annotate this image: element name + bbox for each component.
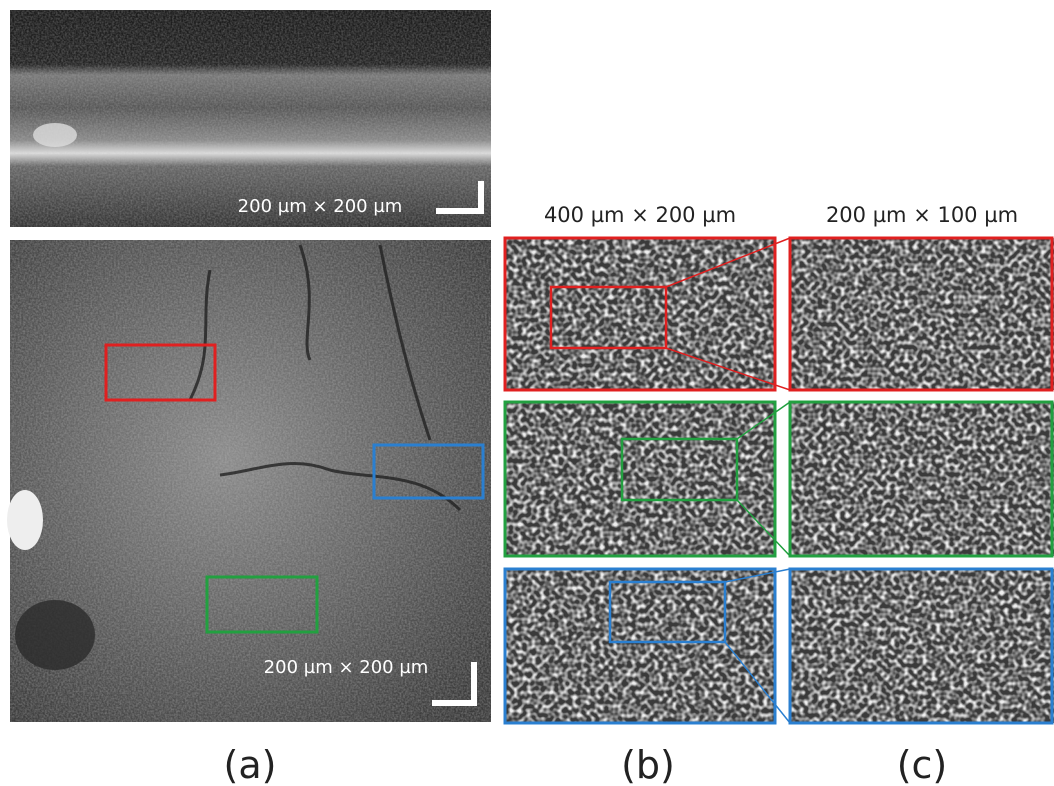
scale-label: 200 µm × 200 µm — [238, 196, 403, 217]
dark-region — [15, 600, 95, 670]
oct-image: 200 µm × 200 µm — [10, 10, 491, 227]
oct-feature — [33, 123, 77, 147]
panel-label: (a) — [224, 743, 277, 786]
panel-label: (c) — [897, 743, 948, 786]
zoom-tiles — [505, 238, 1054, 723]
tile-texture — [790, 238, 1054, 390]
scale-label: 200 µm × 200 µm — [264, 657, 429, 678]
panel-c-header: 200 µm × 100 µm — [826, 203, 1018, 227]
panel-label: (b) — [621, 743, 675, 786]
tile-texture — [790, 402, 1054, 556]
panel-b-header: 400 µm × 200 µm — [544, 203, 736, 227]
tile-texture — [790, 569, 1054, 723]
fundus-image: 200 µm × 200 µm — [7, 240, 491, 722]
oct-texture — [10, 10, 491, 227]
figure: 200 µm × 200 µm 200 µm × 200 µm 400 µm ×… — [0, 0, 1054, 786]
tile-texture — [505, 569, 775, 723]
tile-texture — [505, 402, 775, 556]
optic-feature — [7, 490, 43, 550]
tile-texture — [505, 238, 775, 390]
